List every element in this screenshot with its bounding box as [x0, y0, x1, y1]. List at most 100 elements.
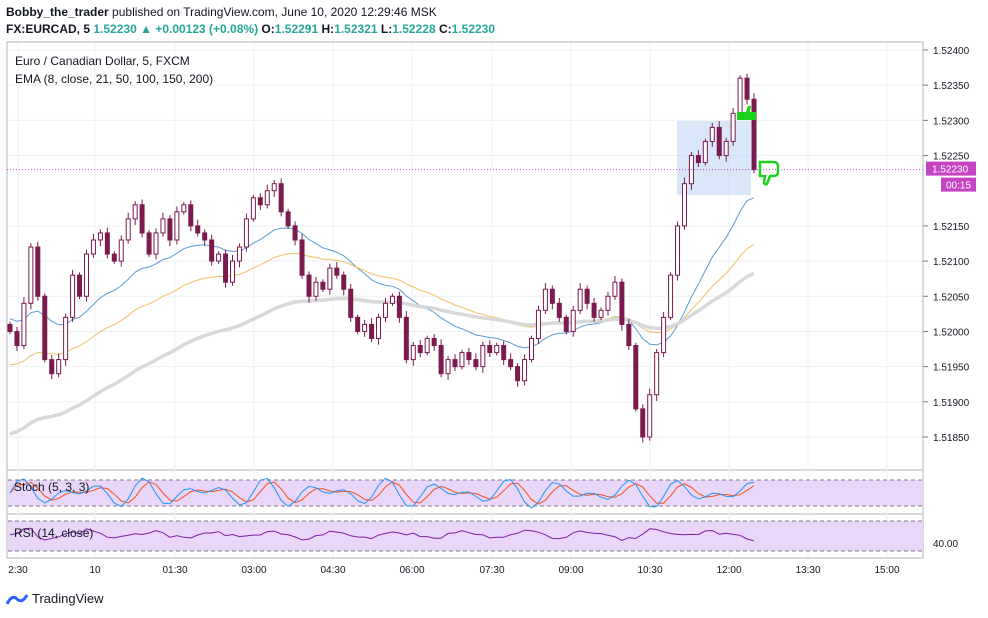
countdown-badge-text: 00:15	[946, 181, 971, 192]
countdown-badge	[941, 177, 976, 192]
high-value: 1.52321	[334, 22, 378, 36]
candle-body	[619, 281, 625, 325]
candle-body	[633, 345, 639, 410]
main-pane-border	[6, 41, 924, 471]
publish-info: published on TradingView.com, June 10, 2…	[112, 5, 437, 19]
candle-body	[556, 302, 562, 318]
candle-body	[7, 323, 13, 332]
candle-body	[195, 225, 201, 234]
time-tick-label: 04:30	[320, 565, 345, 576]
candle-body	[70, 274, 76, 318]
ema-legend[interactable]: EMA (8, close, 21, 50, 100, 150, 200)	[15, 72, 214, 86]
publish-line: Bobby_the_trader published on TradingVie…	[6, 4, 495, 21]
candle-body	[584, 288, 590, 304]
rsi-tick-label: 40.00	[933, 539, 958, 550]
candle-body	[716, 126, 722, 157]
candle-body	[466, 352, 472, 361]
time-tick-label: 15:00	[874, 565, 899, 576]
candle-body	[83, 253, 89, 297]
candle-body	[487, 345, 493, 354]
candle-body	[598, 309, 604, 318]
candle-body	[153, 232, 159, 255]
candle-body	[403, 316, 409, 361]
candle-body	[661, 316, 667, 354]
low-value: 1.52228	[392, 22, 436, 36]
chart-legend: Euro / Canadian Dollar, 5, FXCM EMA (8, …	[15, 52, 213, 88]
price-tick-label: 1.52100	[933, 257, 970, 268]
price-tick-label: 1.52000	[933, 327, 970, 338]
ema-gray-line	[9, 271, 755, 436]
low-label: L:	[380, 22, 393, 36]
candle-body	[382, 302, 388, 318]
price-tick-label: 1.52150	[933, 222, 970, 233]
candle-body	[522, 359, 528, 382]
time-axis[interactable]: 2:30 10 01:30 03:00 04:30 06:00 07:30 09:00 10:3…	[8, 565, 900, 576]
price-axis[interactable]: 1.52400 1.52350 1.52300 1.52250 1.52150 1.521…	[923, 46, 970, 444]
candle-body	[250, 197, 256, 220]
candle-body	[501, 345, 507, 361]
candle-body	[236, 246, 242, 262]
candle-body	[139, 204, 145, 234]
candle-body	[709, 126, 715, 142]
candle-body	[320, 281, 326, 290]
candle-body	[21, 302, 27, 347]
last-price-badge-text: 1.52230	[932, 165, 969, 176]
ohlc-line: FX:EURCAD, 5 1.52230 ▲ +0.00123 (+0.08%)…	[6, 21, 495, 38]
candle-body	[737, 77, 743, 114]
candle-body	[160, 218, 166, 234]
candle-body	[369, 323, 375, 339]
price-tick-label: 1.52050	[933, 292, 970, 303]
time-tick-label: 10:30	[637, 565, 662, 576]
candle-body	[90, 239, 96, 255]
candle-body	[549, 288, 555, 304]
price-tick-label: 1.52250	[933, 152, 970, 163]
candle-body	[459, 352, 465, 368]
candle-body	[42, 295, 48, 361]
candle-body	[14, 330, 20, 347]
candle-body	[535, 309, 541, 339]
candle-body	[118, 239, 124, 262]
rsi-legend[interactable]: RSI (14, close)	[14, 526, 94, 540]
last-price-badge	[926, 161, 976, 176]
candle-body	[410, 345, 416, 361]
time-tick-label: 03:00	[241, 565, 266, 576]
thumbs-down-icon	[758, 160, 780, 186]
candle-body	[723, 140, 729, 157]
candle-body	[313, 281, 319, 297]
price-tick-label: 1.52300	[933, 116, 970, 127]
stoch-legend[interactable]: Stoch (5, 3, 3)	[14, 480, 90, 494]
author-name[interactable]: Bobby_the_trader	[6, 5, 109, 19]
candle-body	[396, 295, 402, 318]
candle-body	[473, 359, 479, 368]
candle-body	[28, 246, 34, 304]
candle-body	[563, 316, 569, 332]
candle-body	[744, 77, 750, 100]
candle-body	[362, 323, 368, 332]
rsi-band	[8, 521, 923, 551]
candle-body	[111, 253, 117, 262]
candle-body	[508, 359, 514, 368]
candle-body	[480, 345, 486, 368]
candle-body	[49, 359, 55, 375]
candle-body	[438, 345, 444, 375]
tradingview-brand[interactable]: TradingView	[32, 591, 104, 606]
last-price: 1.52230	[93, 22, 137, 36]
ema-lines	[9, 197, 755, 436]
price-tick-label: 1.51900	[933, 398, 970, 409]
candle-body	[452, 359, 458, 368]
time-tick-label: 13:30	[795, 565, 820, 576]
candle-body	[675, 225, 681, 276]
time-tick-label: 12:00	[716, 565, 741, 576]
candle-body	[132, 204, 138, 220]
candle-body	[257, 197, 263, 206]
candle-body	[605, 295, 611, 311]
candle-body	[97, 232, 103, 241]
candle-body	[35, 246, 41, 297]
candle-body	[640, 408, 646, 438]
candle-body	[647, 394, 653, 438]
tradingview-logo-icon	[5, 593, 29, 605]
time-tick-label: 09:00	[558, 565, 583, 576]
candle-body	[528, 337, 534, 361]
symbol-title[interactable]: Euro / Canadian Dollar, 5, FXCM	[15, 54, 190, 68]
